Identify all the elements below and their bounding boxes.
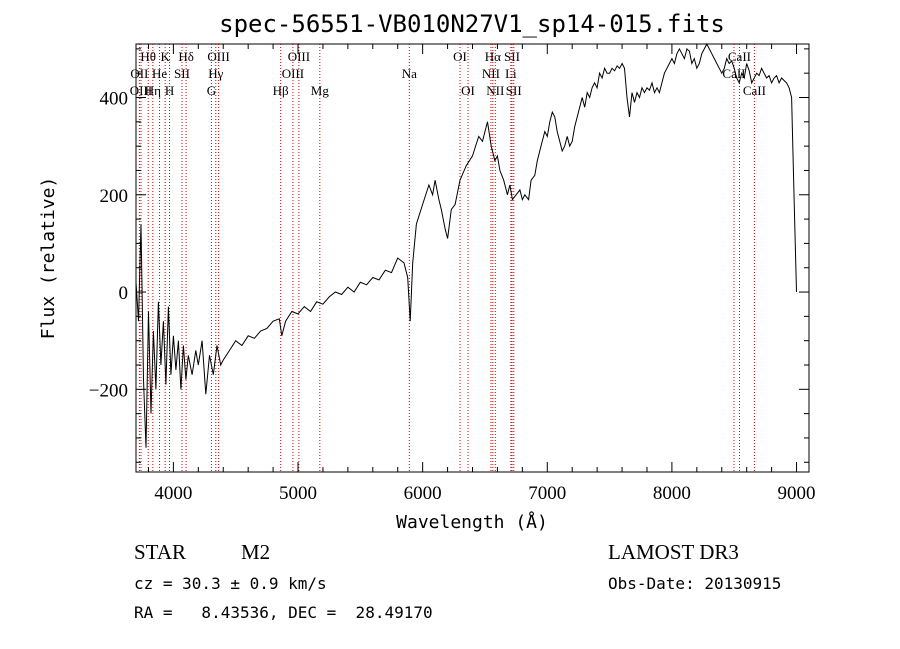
emission-line-label: OI bbox=[453, 49, 467, 64]
emission-line-label: Hη bbox=[145, 83, 161, 98]
x-tick-label: 4000 bbox=[154, 483, 192, 504]
plot-frame bbox=[135, 43, 810, 473]
emission-line-label: OIII bbox=[130, 83, 152, 98]
y-tick-label: −200 bbox=[89, 380, 128, 401]
emission-line-label: H bbox=[165, 83, 174, 98]
emission-line-label: Hβ bbox=[273, 83, 289, 98]
x-tick-label: 8000 bbox=[653, 483, 691, 504]
emission-line-label: OIII bbox=[288, 49, 310, 64]
spectrum-series-line bbox=[135, 42, 797, 448]
emission-line-label: SII bbox=[504, 49, 520, 64]
emission-line-label: CaII bbox=[743, 83, 766, 98]
emission-line-label: OI bbox=[461, 83, 475, 98]
emission-line-label: Na bbox=[402, 66, 417, 81]
y-tick-label: 400 bbox=[100, 89, 129, 110]
emission-line-label: SII bbox=[506, 83, 522, 98]
emission-line-label: SII bbox=[174, 66, 190, 81]
emission-line-label: NII bbox=[482, 66, 500, 81]
x-tick-label: 7000 bbox=[528, 483, 566, 504]
y-tick-label: 0 bbox=[119, 283, 129, 304]
object-subclass-label: M2 bbox=[241, 540, 271, 564]
emission-line-label: CaII bbox=[722, 66, 745, 81]
radec-readout: RA = 8.43536, DEC = 28.49170 bbox=[134, 603, 433, 622]
x-axis-label: Wavelength (Å) bbox=[396, 511, 548, 533]
emission-line-label: Li bbox=[505, 66, 517, 81]
x-tick-label: 5000 bbox=[279, 483, 317, 504]
emission-line-label: NII bbox=[486, 83, 504, 98]
object-class-label: STAR bbox=[134, 540, 186, 564]
chart-title: spec-56551-VB010N27V1_sp14-015.fits bbox=[219, 10, 725, 38]
y-tick-label: 200 bbox=[100, 186, 129, 207]
emission-line-label: OIII bbox=[282, 66, 304, 81]
axis-ticks: 4000 5000 6000 7000 8000 9000 −200 0 200 400 bbox=[89, 44, 816, 504]
redshift-readout: cz = 30.3 ± 0.9 km/s bbox=[134, 574, 327, 593]
emission-line-label: G bbox=[207, 83, 216, 98]
emission-line-label: Hγ bbox=[208, 66, 223, 81]
x-tick-label: 9000 bbox=[778, 483, 816, 504]
emission-line-label: He bbox=[152, 66, 167, 81]
emission-line-label: OIII bbox=[207, 49, 229, 64]
emission-line-label: Hδ bbox=[178, 49, 194, 64]
obs-date-readout: Obs-Date: 20130915 bbox=[608, 574, 782, 593]
emission-line-label: Hα bbox=[485, 49, 501, 64]
survey-label: LAMOST DR3 bbox=[608, 540, 739, 564]
emission-line-label: Mg bbox=[311, 83, 330, 98]
y-axis-label: Flux (relative) bbox=[38, 177, 59, 340]
emission-line-label: CaII bbox=[728, 49, 751, 64]
emission-line-label: K bbox=[160, 49, 170, 64]
x-tick-label: 6000 bbox=[404, 483, 442, 504]
emission-line-label: Hθ bbox=[140, 49, 156, 64]
